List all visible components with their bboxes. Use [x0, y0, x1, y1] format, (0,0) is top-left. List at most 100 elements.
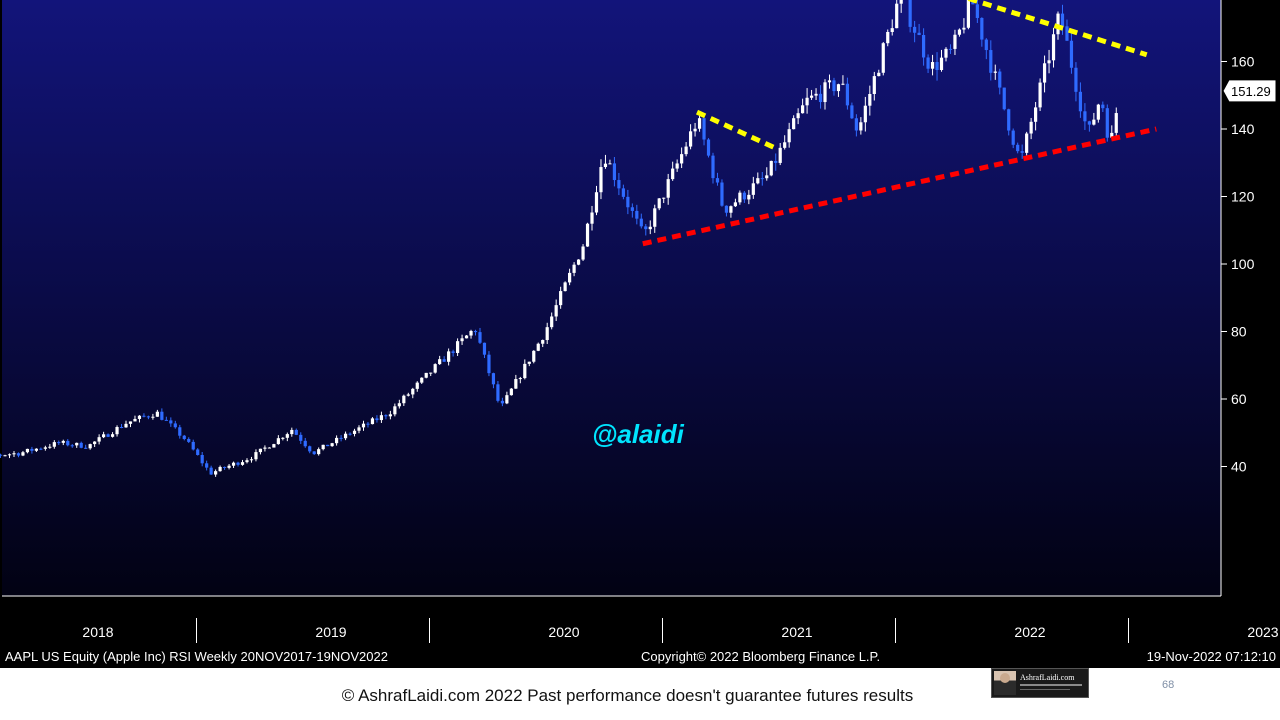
candle	[339, 435, 343, 442]
candle	[21, 450, 25, 457]
candle	[102, 431, 106, 439]
candle	[541, 339, 545, 348]
candle	[451, 349, 455, 357]
candle	[379, 411, 384, 423]
candle	[370, 417, 375, 425]
candle	[509, 388, 513, 396]
candle	[57, 440, 61, 446]
candle	[464, 335, 469, 339]
plot-background	[2, 0, 1221, 596]
candle	[16, 452, 21, 458]
candle	[343, 431, 348, 441]
candle	[276, 435, 280, 445]
candle	[1096, 103, 1100, 123]
candle	[352, 428, 357, 437]
candle	[1083, 103, 1087, 130]
candle	[1042, 55, 1047, 93]
candle	[48, 443, 52, 449]
candle	[890, 19, 894, 36]
candle	[962, 18, 966, 34]
candle	[155, 409, 159, 417]
candle	[84, 444, 88, 449]
candle	[151, 413, 155, 420]
copyright-text: Copyright© 2022 Bloomberg Finance L.P.	[641, 649, 880, 664]
candle	[0, 453, 3, 458]
candle	[1029, 117, 1033, 140]
security-description: AAPL US Equity (Apple Inc) RSI Weekly 20…	[5, 649, 388, 664]
candle	[823, 79, 827, 110]
candle	[594, 185, 599, 216]
trendlines	[642, 0, 1157, 247]
candle	[688, 124, 693, 150]
candle	[742, 191, 746, 203]
candle	[554, 299, 558, 321]
candle	[702, 112, 706, 146]
candle	[263, 445, 267, 452]
candle	[926, 54, 930, 74]
candle	[684, 142, 688, 157]
candle	[805, 88, 809, 114]
candle	[783, 135, 787, 150]
candle	[317, 447, 321, 456]
candle	[299, 432, 303, 444]
candle	[182, 434, 186, 441]
candle	[626, 189, 630, 215]
candle	[1011, 128, 1015, 149]
candle	[733, 198, 737, 207]
x-tick-label: 2018	[82, 624, 113, 640]
candle	[1020, 144, 1024, 159]
y-tick-label: 80	[1231, 324, 1247, 340]
candle	[877, 69, 881, 77]
candle	[559, 286, 563, 309]
candle	[442, 356, 446, 362]
candle	[980, 17, 984, 47]
candle	[424, 372, 428, 379]
y-tick-label: 140	[1231, 121, 1255, 137]
candle	[500, 397, 504, 407]
candle	[267, 447, 271, 449]
candle	[563, 281, 567, 292]
candle	[429, 372, 433, 377]
candle	[43, 445, 47, 451]
candle	[30, 446, 34, 454]
candle	[747, 189, 751, 205]
candle	[854, 114, 858, 137]
candle	[532, 350, 536, 364]
candle	[272, 443, 276, 448]
y-tick-label: 180	[1231, 0, 1255, 2]
candle	[657, 198, 661, 211]
candle	[1025, 131, 1029, 156]
candle	[218, 465, 222, 472]
last-price-label: 151.29	[1231, 84, 1271, 99]
candle	[1078, 82, 1083, 118]
candle	[1034, 101, 1038, 131]
candle	[662, 197, 666, 204]
candle	[178, 424, 182, 439]
candle	[52, 440, 56, 449]
logo-text: AshrafLaidi.com	[1020, 673, 1075, 682]
candle	[845, 77, 850, 110]
candle	[796, 108, 800, 125]
candle	[187, 437, 191, 443]
candle	[164, 416, 168, 421]
candle	[585, 222, 590, 247]
x-tick-label: 2020	[548, 624, 579, 640]
candle	[953, 29, 957, 56]
candle	[917, 23, 921, 36]
candle	[738, 190, 742, 205]
candle	[402, 394, 406, 406]
candle	[617, 172, 621, 196]
candle	[227, 464, 231, 470]
candle	[160, 408, 164, 421]
x-tick-label: 2023	[1247, 624, 1278, 640]
candle	[285, 432, 289, 442]
candle	[115, 425, 119, 437]
candle	[388, 410, 392, 420]
candle	[496, 381, 500, 403]
candle	[66, 439, 70, 447]
candle	[1110, 125, 1114, 139]
candle	[935, 52, 939, 81]
candle	[330, 442, 334, 447]
candle	[608, 159, 612, 165]
candle	[214, 469, 218, 477]
